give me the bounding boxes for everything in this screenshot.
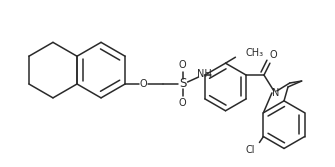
Text: O: O — [179, 98, 187, 108]
Text: Cl: Cl — [246, 145, 255, 155]
Text: O: O — [179, 60, 187, 70]
Text: O: O — [269, 50, 277, 60]
Text: CH₃: CH₃ — [245, 48, 263, 58]
Text: S: S — [179, 77, 186, 91]
Text: O: O — [139, 79, 147, 89]
Text: NH: NH — [197, 69, 212, 79]
Text: N: N — [272, 88, 280, 98]
